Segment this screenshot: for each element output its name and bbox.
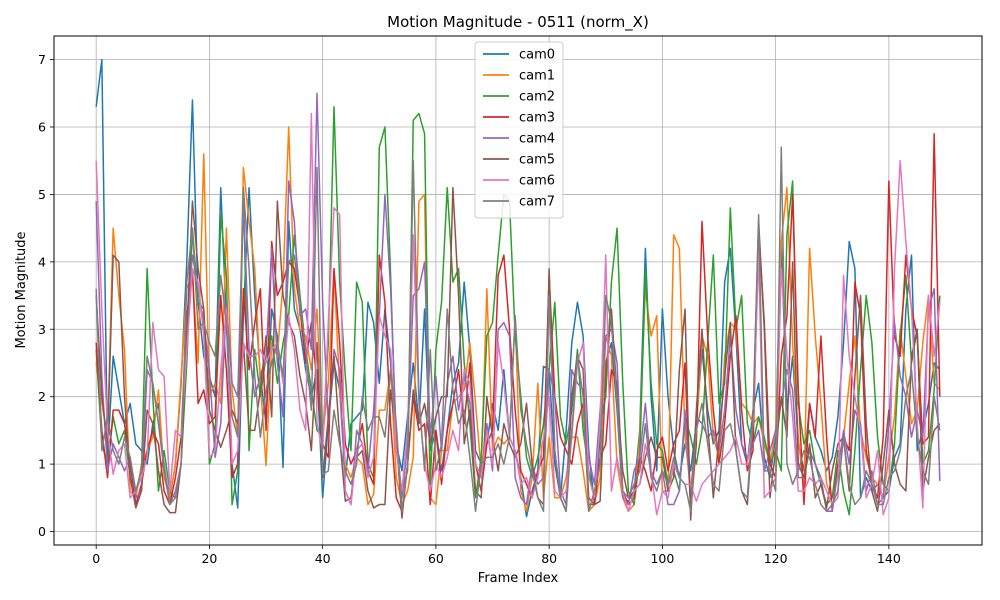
- y-tick-label: 3: [38, 322, 46, 337]
- y-tick-label: 6: [38, 120, 46, 135]
- x-tick-label: 100: [650, 551, 674, 566]
- y-tick-label: 7: [38, 52, 46, 67]
- chart-title: Motion Magnitude - 0511 (norm_X): [387, 13, 649, 32]
- y-tick-label: 2: [38, 389, 46, 404]
- legend-label: cam5: [519, 153, 555, 168]
- y-tick-label: 5: [38, 187, 46, 202]
- x-tick-label: 140: [877, 551, 901, 566]
- x-tick-label: 0: [92, 551, 100, 566]
- x-tick-label: 120: [764, 551, 788, 566]
- legend-label: cam3: [519, 111, 555, 126]
- legend: cam0 cam1 cam2 cam3 cam4 cam5 cam6 cam7: [474, 41, 564, 219]
- legend-box: [474, 41, 564, 219]
- x-axis-label: Frame Index: [478, 571, 559, 586]
- plot-frame: [53, 35, 983, 546]
- x-tick-label: 40: [315, 551, 331, 566]
- series-line-cam1: [95, 126, 941, 513]
- y-tick-label: 4: [38, 254, 46, 269]
- x-axis-ticks: 0 20 40 60 80 100 120 140: [92, 545, 901, 566]
- series-line-cam3: [95, 133, 941, 513]
- series-line-cam4: [95, 92, 941, 513]
- legend-label: cam4: [519, 132, 555, 147]
- series-lines: [95, 58, 941, 521]
- legend-label: cam1: [519, 69, 555, 84]
- y-tick-label: 1: [38, 457, 46, 472]
- y-axis-label: Motion Magnitude: [14, 231, 29, 348]
- legend-label: cam6: [519, 174, 555, 189]
- x-tick-label: 80: [541, 551, 557, 566]
- x-tick-label: 60: [428, 551, 444, 566]
- series-line-cam6: [95, 112, 941, 516]
- series-line-cam7: [95, 146, 941, 513]
- x-tick-label: 20: [201, 551, 217, 566]
- y-tick-label: 0: [38, 524, 46, 539]
- legend-label: cam0: [519, 48, 555, 63]
- legend-label: cam2: [519, 90, 555, 105]
- y-axis-ticks: 0 1 2 3 4 5 6 7: [38, 52, 54, 539]
- legend-label: cam7: [519, 195, 555, 210]
